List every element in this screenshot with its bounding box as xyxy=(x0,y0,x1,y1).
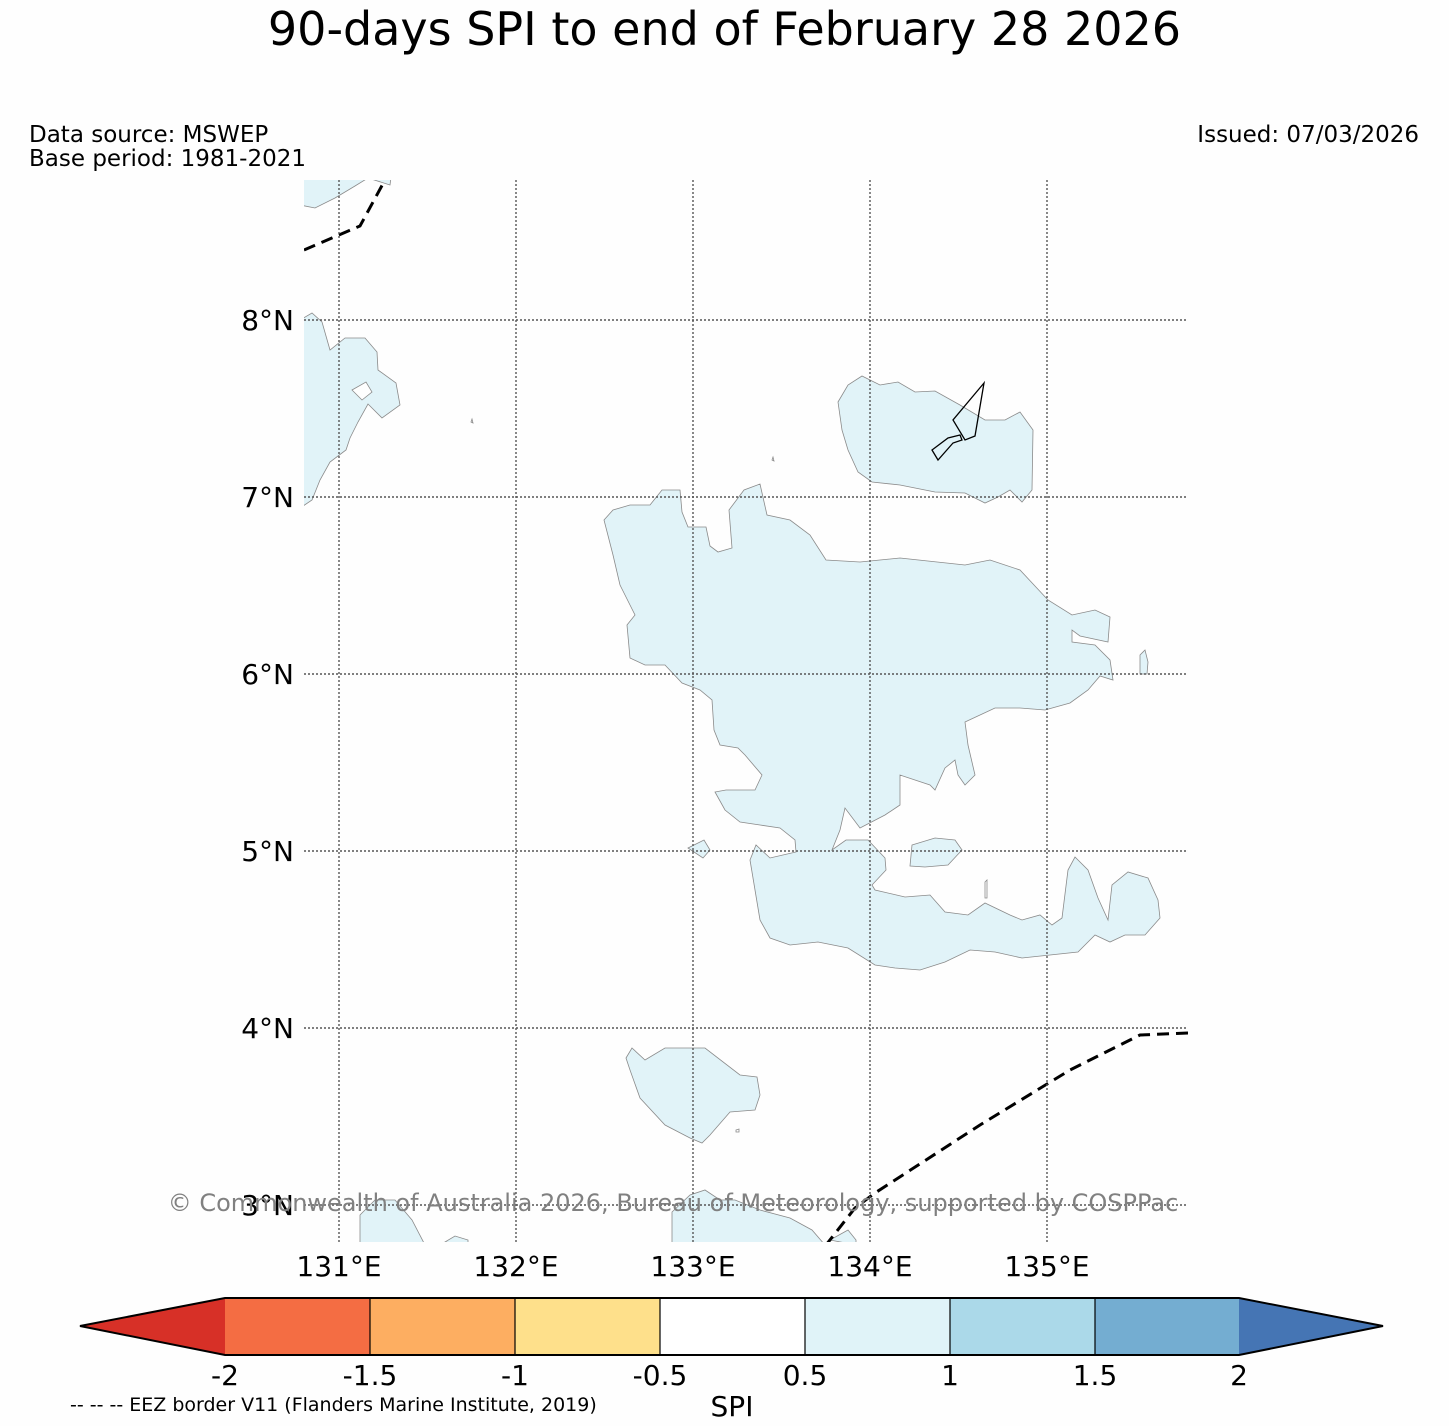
lat-label-5n: 5°N xyxy=(241,835,294,868)
colorbar-tick: 1 xyxy=(941,1359,959,1392)
lat-label-8n: 8°N xyxy=(241,304,294,337)
spi-region-south-edge-far xyxy=(828,1229,857,1242)
colorbar: -2 -1.5 -1 -0.5 0.5 1 1.5 2 SPI xyxy=(79,1297,1384,1423)
spi-region-south-edge-east xyxy=(671,1189,823,1242)
data-source-label: Data source: MSWEP xyxy=(29,122,269,148)
colorbar-tick: 2 xyxy=(1230,1359,1248,1392)
lat-label-3n: 3°N xyxy=(241,1189,294,1222)
lat-label-4n: 4°N xyxy=(241,1012,294,1045)
colorbar-tick: 0.5 xyxy=(783,1359,828,1392)
colorbar-bin-3 xyxy=(515,1298,660,1355)
coastline-palau xyxy=(931,380,986,462)
colorbar-over-arrow xyxy=(1239,1298,1383,1355)
issued-date-label: Issued: 07/03/2026 xyxy=(1197,122,1419,148)
spi-region-north-island xyxy=(837,375,1034,504)
spi-region-south-edge-mid xyxy=(444,1235,469,1242)
colorbar-tick: -1 xyxy=(501,1359,529,1392)
eez-border-north xyxy=(304,180,387,252)
eez-border-note: -- -- -- EEZ border V11 (Flanders Marine… xyxy=(70,1394,597,1416)
longitude-labels: 131°E 132°E 133°E 134°E 135°E xyxy=(296,1250,1089,1283)
colorbar-tick: -1.5 xyxy=(343,1359,398,1392)
spi-regions xyxy=(304,180,1188,1242)
colorbar-outline xyxy=(79,1297,1384,1356)
spi-region-west-edge xyxy=(304,312,401,506)
graticule xyxy=(304,180,1188,1242)
spi-speck-4 xyxy=(735,1128,740,1133)
lon-label-135e: 135°E xyxy=(1004,1250,1089,1283)
spi-region-south-edge-west xyxy=(359,1199,424,1242)
colorbar-tick: -2 xyxy=(211,1359,239,1392)
colorbar-bin-4 xyxy=(660,1298,805,1355)
spi-region-small-east xyxy=(909,837,963,868)
colorbar-bin-6 xyxy=(950,1298,1095,1355)
spi-region-small-west xyxy=(687,839,711,859)
colorbar-bin-1 xyxy=(225,1298,370,1355)
colorbar-bin-7 xyxy=(1095,1298,1239,1355)
colorbar-bin-2 xyxy=(370,1298,515,1355)
lon-label-132e: 132°E xyxy=(473,1250,558,1283)
colorbar-under-arrow xyxy=(80,1298,225,1355)
colorbar-bin-5 xyxy=(805,1298,950,1355)
colorbar-label: SPI xyxy=(711,1390,754,1423)
spi-speck-1 xyxy=(470,417,474,424)
spi-region-central xyxy=(603,483,1161,971)
lat-label-7n: 7°N xyxy=(241,481,294,514)
lon-label-131e: 131°E xyxy=(296,1250,381,1283)
spi-region-nw-corner xyxy=(304,180,392,209)
map-title: 90-days SPI to end of February 28 2026 xyxy=(267,2,1182,56)
spi-region-south-island xyxy=(625,1047,761,1144)
lon-label-134e: 134°E xyxy=(827,1250,912,1283)
lon-label-133e: 133°E xyxy=(650,1250,735,1283)
colorbar-tick: -0.5 xyxy=(633,1359,688,1392)
copyright-notice: © Commonwealth of Australia 2026, Bureau… xyxy=(168,1189,1179,1217)
spi-speck-2 xyxy=(771,455,775,462)
spi-speck-3 xyxy=(984,879,988,899)
latitude-labels: 8°N 7°N 6°N 5°N 4°N 3°N xyxy=(241,304,294,1222)
base-period-label: Base period: 1981-2021 xyxy=(29,146,307,172)
colorbar-tick: 1.5 xyxy=(1073,1359,1118,1392)
spi-region-sliver xyxy=(1139,649,1149,675)
eez-border-south xyxy=(826,1031,1188,1242)
lat-label-6n: 6°N xyxy=(241,658,294,691)
